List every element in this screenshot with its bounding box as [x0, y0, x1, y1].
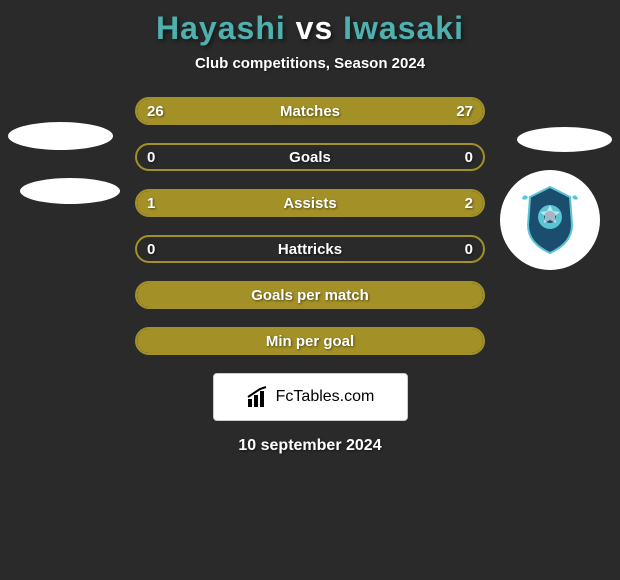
decoration-ellipse-left-1 [8, 122, 113, 150]
stat-row: 0 0 Hattricks [135, 235, 485, 263]
stat-label: Matches [280, 103, 340, 120]
stat-label: Goals per match [251, 287, 369, 304]
stat-right-value: 0 [465, 241, 473, 258]
stat-row: Goals per match [135, 281, 485, 309]
stat-row: Min per goal [135, 327, 485, 355]
subtitle: Club competitions, Season 2024 [0, 55, 620, 72]
stat-label: Assists [283, 195, 336, 212]
stat-left-value: 0 [147, 241, 155, 258]
decoration-ellipse-right-1 [517, 127, 612, 152]
player2-name: Iwasaki [343, 10, 464, 46]
vs-text: vs [296, 10, 334, 46]
date-text: 10 september 2024 [0, 437, 620, 455]
club-logo-circle [500, 170, 600, 270]
stat-right-value: 2 [465, 195, 473, 212]
stat-row: 1 2 Assists [135, 189, 485, 217]
stat-left-value: 0 [147, 149, 155, 166]
footer-logo-text: FcTables.com [276, 388, 375, 406]
stat-label: Goals [289, 149, 331, 166]
stat-label: Hattricks [278, 241, 342, 258]
player1-name: Hayashi [156, 10, 286, 46]
stat-row: 26 27 Matches [135, 97, 485, 125]
chart-icon [246, 385, 270, 409]
footer-logo[interactable]: FcTables.com [213, 373, 408, 421]
stats-container: 26 27 Matches 0 0 Goals 1 2 Assists 0 0 Hattricks Go… [135, 97, 485, 355]
stat-right-value: 27 [456, 103, 473, 120]
stat-left-value: 26 [147, 103, 164, 120]
stat-left-value: 1 [147, 195, 155, 212]
club-crest-icon [520, 185, 580, 255]
decoration-ellipse-left-2 [20, 178, 120, 204]
stat-label: Min per goal [266, 333, 354, 350]
stat-row: 0 0 Goals [135, 143, 485, 171]
stat-right-value: 0 [465, 149, 473, 166]
page-title: Hayashi vs Iwasaki [0, 10, 620, 47]
